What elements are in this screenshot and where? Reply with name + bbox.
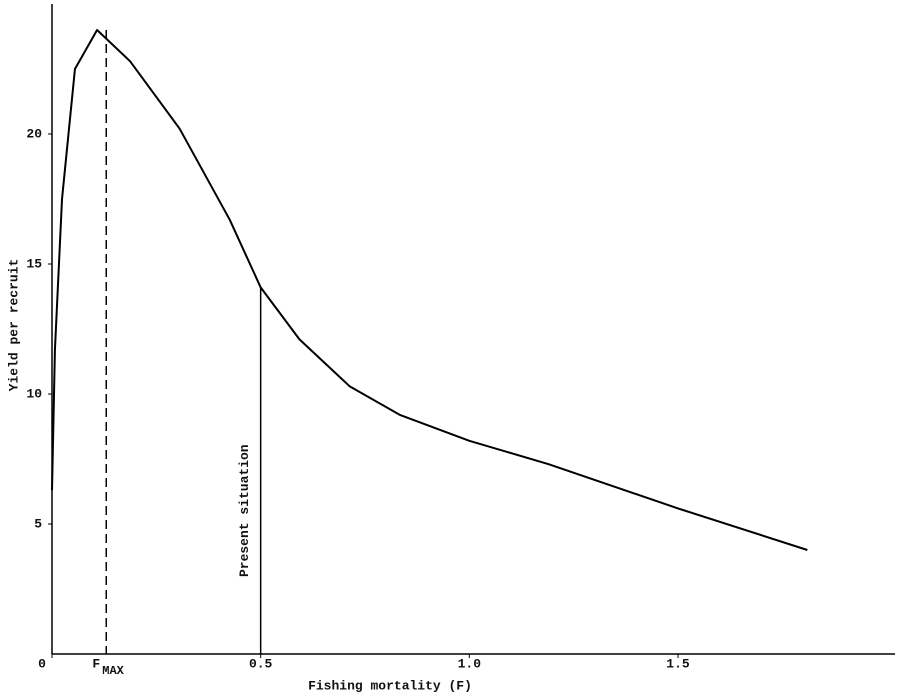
marker-label: Present situation	[237, 444, 252, 577]
marker-label-subscript: MAX	[102, 664, 124, 678]
marker-label: F	[92, 656, 100, 671]
curve	[51, 29, 808, 551]
y-tick-label: 15	[26, 256, 42, 271]
x-tick-label: 1.0	[458, 656, 482, 671]
x-axis-label: Fishing mortality (F)	[308, 678, 472, 693]
y-tick-label: 10	[26, 386, 42, 401]
y-tick-label: 5	[34, 516, 42, 531]
x-tick-label: 0.5	[249, 656, 273, 671]
x-tick-label: 1.5	[666, 656, 690, 671]
x-tick-label: 0	[38, 656, 46, 671]
y-axis-label: Yield per recruit	[6, 259, 21, 392]
y-tick-label: 20	[26, 126, 42, 141]
